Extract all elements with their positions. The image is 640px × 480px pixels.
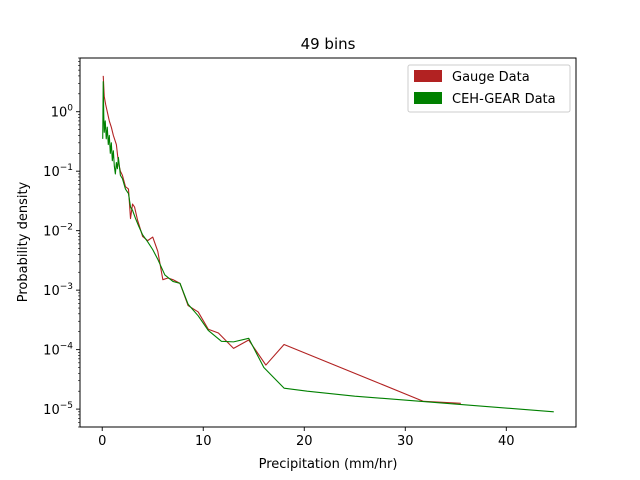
series-line-gauge [102,75,461,404]
y-axis-label: Probability density [16,181,31,302]
legend-swatch-gauge [414,70,442,82]
legend-label-ceh-gear: CEH-GEAR Data [452,92,556,107]
x-tick-label: 10 [195,434,212,449]
chart-title: 49 bins [301,35,356,53]
y-tick-label: 10−3 [43,282,73,299]
y-tick-label: 10−5 [43,401,73,418]
legend-frame [407,64,571,113]
x-axis-label: Precipitation (mm/hr) [259,457,398,472]
x-tick-label: 40 [498,434,515,449]
y-tick-label: 10−2 [43,223,73,240]
y-tick-label: 10−1 [43,163,73,180]
y-axis: 10−5 10−4 10−3 10−2 10−1 100 [43,57,80,428]
x-tick-label: 20 [296,434,313,449]
y-tick-label: 100 [51,104,74,121]
legend-swatch-ceh-gear [414,92,442,104]
x-axis: 0 10 20 30 40 [98,427,515,449]
legend: Gauge Data CEH-GEAR Data [407,64,571,113]
x-tick-label: 0 [98,434,106,449]
series-line-ceh-gear [102,81,554,413]
x-tick-label: 30 [397,434,414,449]
series-layer [102,75,554,413]
legend-label-gauge: Gauge Data [452,70,530,85]
plot-frame [79,57,577,428]
y-tick-label: 10−4 [43,342,73,359]
